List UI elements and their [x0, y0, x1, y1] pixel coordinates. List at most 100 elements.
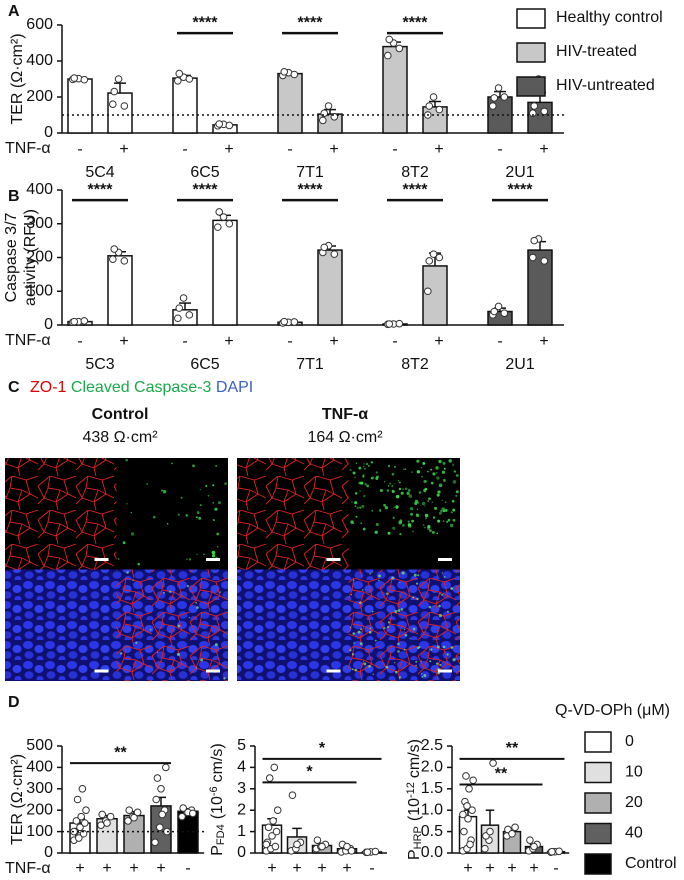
- merge-signal: [169, 590, 172, 593]
- merge-signal: [354, 668, 358, 672]
- caspase-signal: [411, 519, 414, 523]
- legend-swatch: [584, 792, 612, 814]
- caspase-signal: [414, 501, 418, 506]
- caspase-signal: [224, 482, 227, 486]
- caspase-signal: [424, 526, 426, 529]
- data-point: [157, 785, 165, 793]
- legend-swatch: [516, 42, 546, 63]
- data-point: [540, 257, 549, 265]
- data-point: [385, 320, 394, 328]
- data-point: [98, 810, 106, 819]
- panel-label: A: [8, 3, 20, 20]
- y-tick-label: 0.0: [421, 844, 443, 861]
- data-point: [124, 817, 132, 825]
- merge-image: [116, 569, 228, 681]
- significance-label: **: [114, 744, 127, 761]
- treatment-label: +: [434, 333, 443, 350]
- data-point: [511, 823, 519, 832]
- y-tick-label: 5: [237, 737, 246, 754]
- caspase-signal: [186, 558, 188, 560]
- caspase-signal: [366, 484, 370, 488]
- caspase-signal: [130, 511, 132, 514]
- legend-swatch: [584, 761, 612, 784]
- bar: [317, 249, 343, 326]
- treatment-label: -: [392, 333, 397, 350]
- caspase-signal: [395, 505, 399, 509]
- caspase-signal: [356, 506, 359, 509]
- treatment-label: -: [497, 141, 502, 158]
- data-point: [320, 243, 329, 252]
- caspase-signal: [406, 491, 410, 495]
- caspase-signal: [429, 529, 432, 532]
- caspase-signal: [437, 519, 441, 523]
- caspase-signal: [386, 489, 390, 492]
- caspase-signal: [361, 504, 365, 508]
- caspase-signal: [364, 483, 367, 486]
- treatment-label: +: [342, 860, 351, 877]
- data-point: [215, 208, 224, 216]
- legend-label: 10: [625, 764, 643, 781]
- x-tick-label: 8T2: [401, 164, 429, 181]
- merge-signal: [195, 601, 198, 604]
- caspase-signal: [393, 506, 395, 508]
- caspase-signal: [404, 468, 407, 471]
- data-point: [110, 245, 119, 253]
- caspase-signal: [436, 493, 440, 497]
- caspase-signal: [152, 515, 156, 519]
- y-tick-label: 200: [26, 88, 53, 105]
- data-point: [110, 87, 119, 96]
- data-point: [151, 838, 159, 847]
- merge-signal: [177, 624, 181, 628]
- data-point: [320, 109, 329, 117]
- merge-signal: [385, 592, 389, 595]
- data-point: [162, 763, 170, 772]
- data-point: [280, 68, 289, 76]
- caspase-signal: [430, 468, 433, 471]
- data-point: [219, 213, 228, 221]
- y-tick-label: 2: [237, 801, 246, 818]
- caspase-signal: [424, 505, 426, 507]
- caspase-signal: [441, 470, 445, 474]
- bar: [212, 219, 238, 326]
- data-point: [80, 317, 89, 325]
- data-point: [526, 836, 534, 844]
- bar: [382, 45, 408, 134]
- legend-label: Control: [625, 855, 677, 872]
- caspase-signal: [420, 466, 423, 469]
- caspase-signal: [214, 507, 218, 511]
- y-tick-label: 4: [237, 759, 246, 776]
- caspase-signal: [195, 516, 198, 519]
- significance-label: ****: [298, 181, 324, 198]
- merge-signal: [412, 596, 415, 599]
- merge-signal: [200, 658, 204, 662]
- data-point: [214, 223, 222, 231]
- y-tick-label: 3: [237, 780, 246, 797]
- data-point: [371, 847, 380, 856]
- y-label-unit: cm/s): [406, 739, 423, 778]
- caspase-signal: [370, 477, 373, 480]
- caspase-signal: [130, 532, 135, 536]
- data-point: [395, 319, 404, 328]
- caspase-signal: [358, 481, 361, 485]
- legend-title: Q-VD-OPh (μM): [555, 702, 670, 719]
- caspase-signal: [125, 458, 129, 462]
- merge-signal: [369, 572, 371, 575]
- caspase-signal: [455, 494, 458, 497]
- stain: DAPI: [216, 379, 253, 396]
- caspase-signal: [410, 512, 413, 516]
- caspase-signal: [400, 491, 404, 495]
- data-point: [463, 802, 471, 810]
- y-label-prefix: (10: [209, 796, 226, 819]
- legend-label: 20: [625, 794, 643, 811]
- caspase-signal: [442, 461, 446, 465]
- caspase-signal: [455, 490, 459, 494]
- treatment-label: -: [369, 860, 374, 877]
- data-point: [77, 812, 85, 821]
- y-axis-label: TER (Ω·cm²): [9, 754, 26, 845]
- caspase-signal: [424, 487, 428, 491]
- caspase-signal: [391, 485, 394, 488]
- caspase-signal: [354, 505, 357, 508]
- merge-signal: [412, 627, 416, 631]
- caspase-signal: [397, 479, 400, 482]
- caspase-signal: [432, 472, 436, 476]
